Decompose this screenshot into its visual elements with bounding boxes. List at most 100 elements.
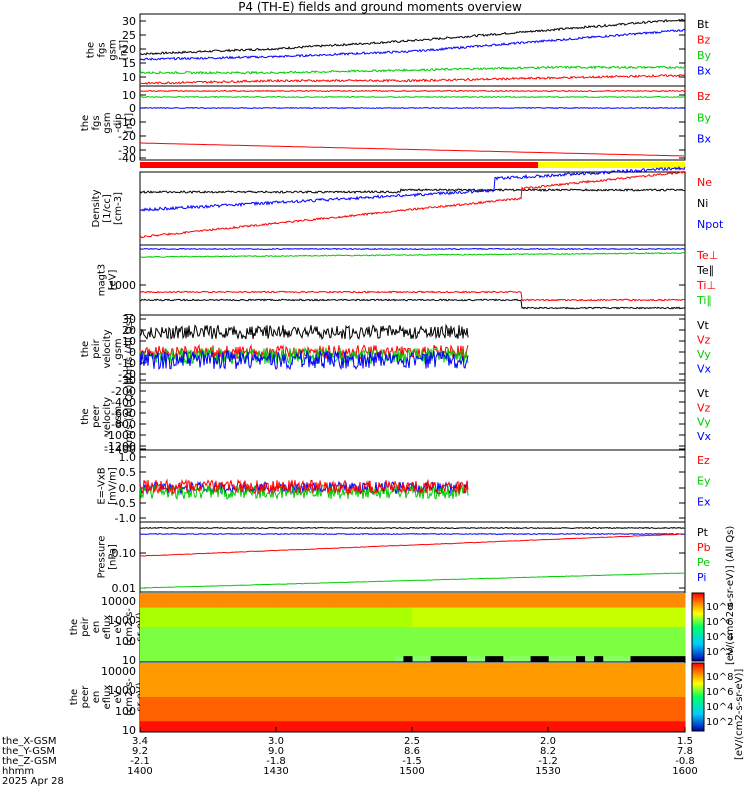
spec-cell (403, 701, 413, 708)
spec-cell (530, 672, 541, 679)
spec-cell (476, 602, 486, 609)
spec-cell (303, 651, 314, 657)
spec-cell (648, 631, 659, 638)
legend-Bx: Bx (697, 133, 712, 146)
spec-cell (675, 651, 686, 657)
spec-cell (330, 627, 341, 633)
spec-cell (539, 617, 550, 623)
spec-cell (576, 706, 586, 713)
spec-cell (539, 641, 550, 647)
spec-cell (203, 682, 214, 688)
y-tick-label: -30 (118, 374, 136, 387)
spec-cell (194, 602, 205, 609)
spec-cell (376, 677, 386, 683)
spec-cell (548, 627, 559, 633)
spec-cell (230, 631, 241, 638)
spec-cell (312, 646, 323, 652)
spec-cell (548, 711, 559, 717)
status-bar-red (140, 162, 538, 168)
spec-cell (539, 663, 550, 669)
spec-cell (348, 612, 359, 618)
spec-cell (258, 726, 268, 732)
colorbar-tick: 10^8 (706, 672, 733, 683)
spec-cell (194, 711, 205, 717)
spec-cell (367, 622, 377, 628)
spec-cell (548, 687, 559, 693)
spec-cell (503, 593, 513, 599)
spec-cell (385, 636, 395, 643)
spec-cell (439, 692, 450, 698)
spec-cell (312, 627, 323, 633)
spec-cell (267, 711, 277, 717)
spec-cell (457, 612, 468, 618)
spec-cell (494, 622, 504, 628)
spec-cell (439, 697, 450, 703)
spec-cell (566, 697, 577, 703)
spec-cell (675, 607, 686, 613)
spec-cell (585, 672, 595, 679)
spec-cell (630, 593, 641, 599)
spec-cell (621, 682, 631, 688)
spec-cell (221, 716, 232, 722)
x-axis: 3.49.2-2.114003.09.0-1.814302.58.6-1.515… (2, 727, 698, 787)
spec-cell (439, 663, 450, 669)
spec-cell (548, 631, 559, 638)
spec-cell (203, 692, 214, 698)
spec-cell (303, 607, 314, 613)
spec-cell (203, 627, 214, 633)
spec-cell (576, 607, 586, 613)
spec-cell (594, 651, 604, 657)
spec-cell (421, 663, 432, 669)
spec-cell (348, 636, 359, 643)
spec-cell (666, 716, 677, 722)
spec-cell (149, 656, 159, 662)
spec-cell (294, 631, 304, 638)
spec-cell (639, 706, 650, 713)
colorbar: 10^810^810^610^610^410^410^210^2 [eV/(cm2… (691, 526, 745, 760)
spec-cell (376, 697, 386, 703)
spec-cell (339, 607, 350, 613)
spec-cell (603, 641, 613, 647)
spec-cell (576, 641, 586, 647)
spec-cell (285, 687, 295, 693)
spec-cell (485, 641, 495, 647)
spec-cell (394, 612, 404, 618)
spec-cell (258, 701, 268, 708)
spec-cell (376, 663, 386, 669)
spec-cell (285, 726, 295, 732)
spec-cell (376, 607, 386, 613)
spec-cell (212, 627, 223, 633)
spec-cell (221, 682, 232, 688)
spec-cell (476, 646, 486, 652)
spec-cell (267, 672, 277, 679)
spec-cell (385, 726, 395, 732)
spec-cell (421, 593, 432, 599)
spec-cell (448, 612, 459, 618)
spec-cell (185, 667, 195, 674)
spec-cell (666, 672, 677, 679)
spec-cell (276, 617, 286, 623)
spec-cell (212, 726, 223, 732)
spec-cell (576, 687, 586, 693)
spec-cell (321, 602, 332, 609)
spec-cell (430, 622, 441, 628)
spec-cell (648, 672, 659, 679)
spec-cell (530, 636, 541, 643)
spec-cell (140, 697, 150, 703)
legend-Vy: Vy (697, 348, 711, 361)
spec-cell (639, 641, 650, 647)
spec-cell (303, 597, 314, 604)
spec-cell (303, 711, 314, 717)
spec-cell (203, 667, 214, 674)
spec-cell (412, 593, 423, 599)
spec-cell (566, 612, 577, 618)
spec-cell (675, 663, 686, 669)
spec-cell (176, 631, 186, 638)
spec-cell (330, 631, 341, 638)
spec-cell (276, 667, 286, 674)
spec-cell (485, 706, 495, 713)
spec-cell (285, 711, 295, 717)
spec-cell (358, 627, 368, 633)
